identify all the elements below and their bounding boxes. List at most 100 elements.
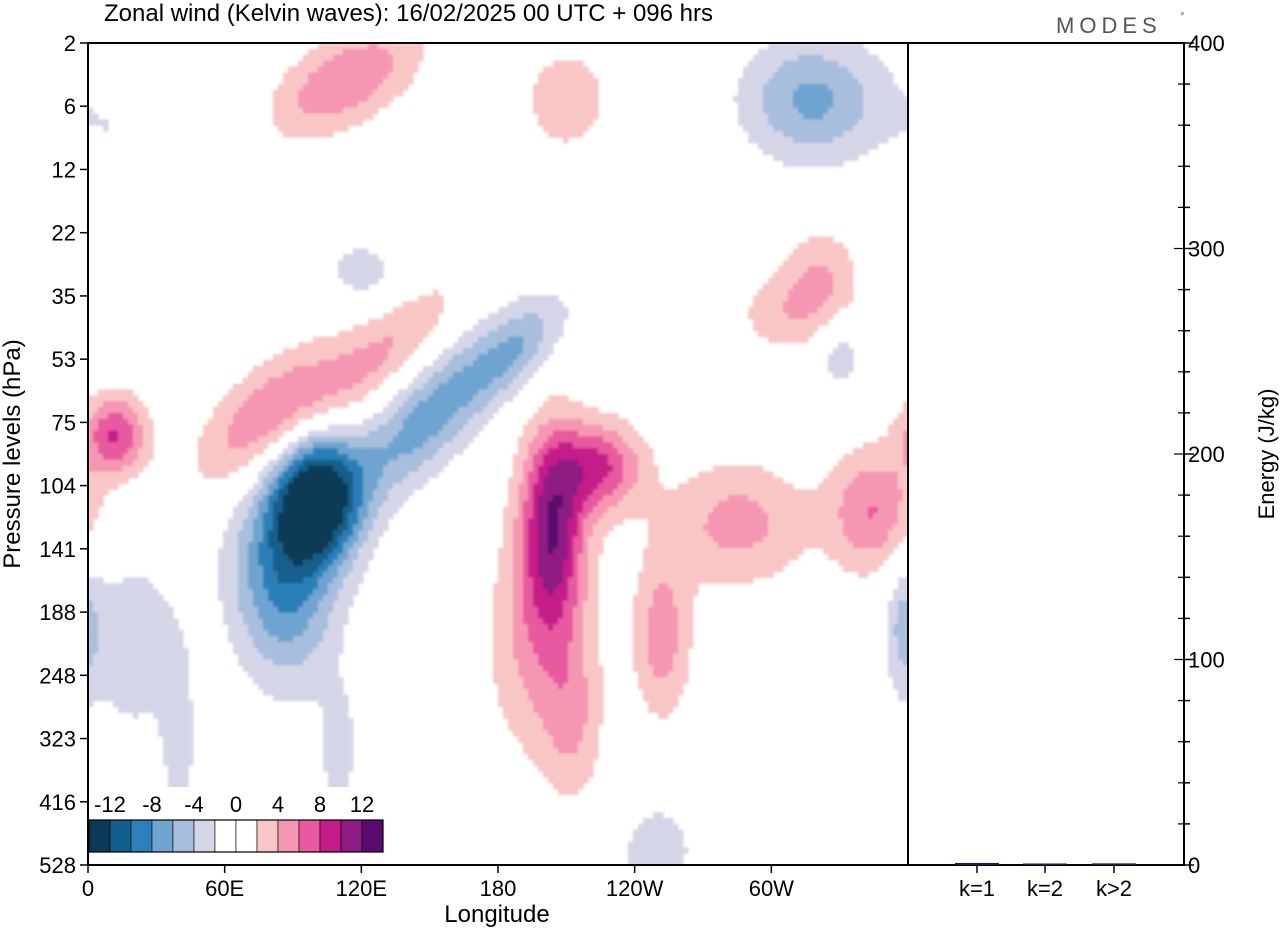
heatmap-cell <box>768 107 774 115</box>
heatmap-cell <box>228 401 234 408</box>
heatmap-cell <box>413 377 419 385</box>
heatmap-cell <box>543 454 549 461</box>
heatmap-cell <box>493 348 499 355</box>
heatmap-cell <box>333 530 339 537</box>
heatmap-cell <box>658 500 664 508</box>
heatmap-cell <box>333 371 339 379</box>
heatmap-cell <box>758 524 764 531</box>
heatmap-cell <box>268 553 274 561</box>
heatmap-cell <box>278 483 284 490</box>
heatmap-cell <box>883 66 889 73</box>
heatmap-cell <box>853 148 859 156</box>
heatmap-cell <box>898 430 904 437</box>
heatmap-cell <box>703 512 709 520</box>
heatmap-cell <box>313 530 319 537</box>
heatmap-cell <box>608 489 614 496</box>
heatmap-cell <box>518 524 524 531</box>
heatmap-cell <box>823 271 829 279</box>
heatmap-cell <box>363 283 369 291</box>
heatmap-cell <box>618 459 624 467</box>
heatmap-cell <box>373 483 379 490</box>
heatmap-cell <box>753 113 759 120</box>
heatmap-cell <box>228 412 234 420</box>
heatmap-cell <box>793 78 799 85</box>
heatmap-cell <box>828 518 834 526</box>
heatmap-cell <box>413 459 419 467</box>
heatmap-cell <box>238 536 244 543</box>
heatmap-cell <box>778 142 784 150</box>
heatmap-cell <box>143 430 149 437</box>
heatmap-cell <box>788 48 794 56</box>
heatmap-cell <box>838 354 844 361</box>
heatmap-cell <box>528 424 534 432</box>
heatmap-cell <box>738 559 744 567</box>
heatmap-cell <box>288 448 294 455</box>
heatmap-cell <box>213 442 219 449</box>
heatmap-cell <box>418 471 424 479</box>
heatmap-cell <box>598 459 604 467</box>
heatmap-cell <box>513 483 519 490</box>
heatmap-cell <box>538 95 544 103</box>
heatmap-cell <box>873 477 879 484</box>
heatmap-cell <box>388 348 394 355</box>
heatmap-cell <box>258 477 264 484</box>
heatmap-cell <box>718 483 724 490</box>
heatmap-cell <box>328 360 334 367</box>
heatmap-cell <box>758 60 764 68</box>
heatmap-cell <box>278 430 284 437</box>
heatmap-cell <box>798 512 804 520</box>
heatmap-cell <box>818 154 824 162</box>
heatmap-cell <box>533 559 539 567</box>
heatmap-cell <box>283 512 289 520</box>
heatmap-cell <box>313 407 319 414</box>
heatmap-cell <box>308 113 314 120</box>
heatmap-cell <box>568 89 574 97</box>
heatmap-cell <box>868 524 874 531</box>
heatmap-cell <box>848 107 854 115</box>
heatmap-cell <box>553 336 559 344</box>
heatmap-cell <box>853 72 859 79</box>
heatmap-cell <box>773 307 779 314</box>
heatmap-cell <box>563 506 569 514</box>
heatmap-cell <box>263 553 269 561</box>
heatmap-cell <box>548 542 554 549</box>
heatmap-cell <box>818 131 824 138</box>
heatmap-cell <box>898 454 904 461</box>
heatmap-cell <box>868 125 874 132</box>
heatmap-cell <box>688 495 694 502</box>
heatmap-cell <box>723 524 729 531</box>
heatmap-cell <box>663 489 669 496</box>
heatmap-cell <box>718 477 724 484</box>
heatmap-cell <box>338 424 344 432</box>
heatmap-cell <box>513 371 519 379</box>
heatmap-cell <box>323 78 329 85</box>
heatmap-cell <box>553 66 559 73</box>
heatmap-cell <box>543 84 549 91</box>
heatmap-cell <box>458 371 464 379</box>
heatmap-cell <box>263 483 269 490</box>
heatmap-cell <box>878 524 884 531</box>
heatmap-cell <box>118 418 124 426</box>
heatmap-cell <box>508 348 514 355</box>
heatmap-cell <box>843 142 849 150</box>
heatmap-cell <box>288 477 294 484</box>
heatmap-cell <box>573 454 579 461</box>
heatmap-cell <box>383 424 389 432</box>
heatmap-cell <box>728 542 734 549</box>
heatmap-cell <box>553 131 559 138</box>
heatmap-cell <box>273 565 279 573</box>
heatmap-cell <box>858 524 864 531</box>
heatmap-cell <box>858 530 864 537</box>
heatmap-cell <box>228 436 234 443</box>
heatmap-cell <box>543 401 549 408</box>
heatmap-cell <box>528 518 534 526</box>
heatmap-cell <box>633 471 639 479</box>
heatmap-cell <box>838 518 844 526</box>
heatmap-cell <box>343 542 349 549</box>
heatmap-cell <box>838 365 844 373</box>
heatmap-cell <box>323 131 329 138</box>
heatmap-cell <box>633 512 639 520</box>
heatmap-cell <box>603 430 609 437</box>
heatmap-cell <box>553 84 559 91</box>
heatmap-cell <box>238 430 244 437</box>
